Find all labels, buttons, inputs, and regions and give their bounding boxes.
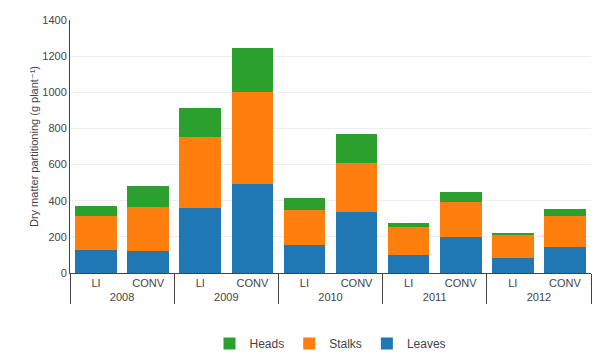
svg-text:LI: LI xyxy=(300,277,309,289)
svg-text:1000: 1000 xyxy=(42,86,66,98)
svg-text:200: 200 xyxy=(48,231,66,243)
svg-text:600: 600 xyxy=(48,158,66,170)
svg-text:1400: 1400 xyxy=(42,14,66,26)
svg-text:LI: LI xyxy=(196,277,205,289)
svg-text:CONV: CONV xyxy=(445,277,477,289)
svg-text:2010: 2010 xyxy=(318,291,342,303)
svg-text:LI: LI xyxy=(91,277,100,289)
svg-text:CONV: CONV xyxy=(341,277,373,289)
svg-text:LI: LI xyxy=(508,277,517,289)
svg-text:CONV: CONV xyxy=(549,277,581,289)
svg-text:800: 800 xyxy=(48,122,66,134)
svg-text:CONV: CONV xyxy=(236,277,268,289)
svg-text:CONV: CONV xyxy=(132,277,164,289)
svg-text:0: 0 xyxy=(61,267,67,279)
svg-text:1200: 1200 xyxy=(42,50,66,62)
svg-text:LI: LI xyxy=(404,277,413,289)
svg-text:2008: 2008 xyxy=(110,291,134,303)
svg-text:Leaves: Leaves xyxy=(407,337,446,351)
svg-text:Dry matter partitioning (g pla: Dry matter partitioning (g plant⁻¹) xyxy=(28,66,40,227)
svg-text:2009: 2009 xyxy=(214,291,238,303)
svg-text:400: 400 xyxy=(48,195,66,207)
svg-text:2012: 2012 xyxy=(527,291,551,303)
svg-text:2011: 2011 xyxy=(423,291,447,303)
svg-text:Stalks: Stalks xyxy=(329,337,362,351)
svg-text:Heads: Heads xyxy=(250,337,285,351)
